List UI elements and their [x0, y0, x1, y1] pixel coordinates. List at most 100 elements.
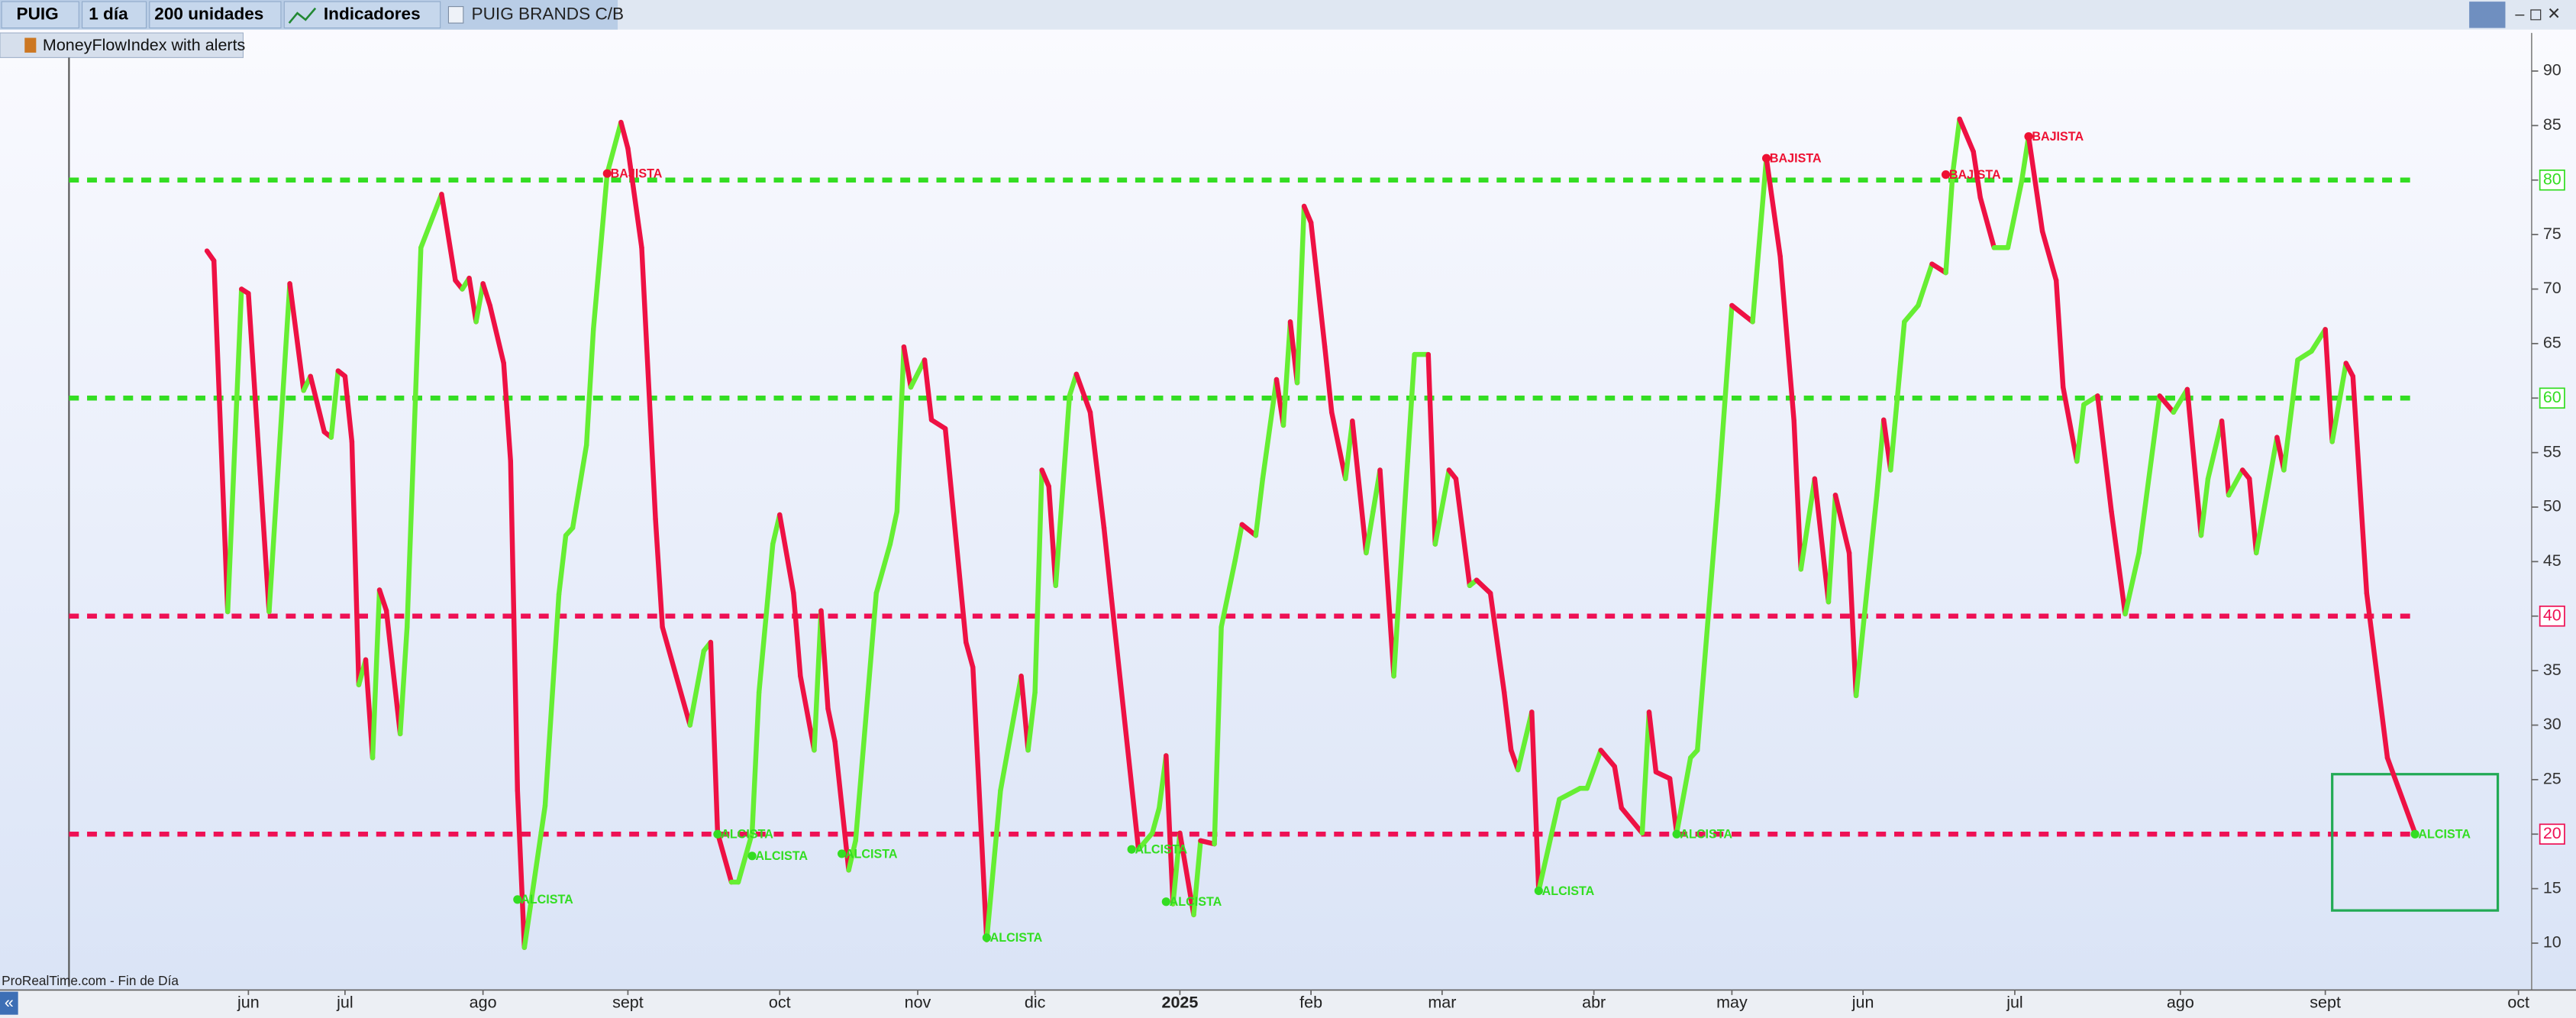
mfi-segment: [2226, 467, 2245, 498]
mfi-segment: [1612, 764, 1625, 811]
mfi-segment: [1232, 522, 1244, 564]
instrument: PUIG BRANDS C/B: [472, 4, 625, 23]
mfi-segment: [2384, 755, 2418, 836]
mfi-segment: [287, 281, 306, 393]
mfi-segment: [653, 516, 665, 630]
mfi-segment: [660, 624, 679, 679]
symbol-button[interactable]: [1, 1, 79, 29]
units-button[interactable]: [149, 1, 282, 29]
x-tick-label: dic: [1025, 993, 1046, 1011]
alert-dot: [602, 169, 612, 178]
mfi-segment: [1301, 203, 1314, 225]
indicator-label[interactable]: MoneyFlowIndex with alerts: [43, 36, 245, 54]
y-tick-label: 65: [2543, 334, 2561, 352]
mfi-segment: [1087, 409, 1107, 531]
sync-button[interactable]: [2469, 2, 2506, 28]
mfi-segment: [2171, 386, 2190, 415]
mfi-segment: [2205, 419, 2225, 482]
mfi-segment: [1329, 409, 1348, 482]
x-tick-label: jun: [237, 993, 260, 1011]
mfi-segment: [1825, 493, 1838, 605]
mfi-segment: [501, 360, 514, 464]
x-tick-label: oct: [769, 993, 791, 1011]
mfi-segment: [1694, 493, 1721, 753]
mfi-segment: [1619, 805, 1645, 836]
mfi-segment: [1219, 557, 1238, 630]
alert-dot: [1161, 897, 1170, 907]
mfi-segment: [756, 541, 776, 695]
mfi-segment: [2329, 360, 2348, 444]
y-tick-label: 80: [2543, 170, 2561, 188]
alert-label: ALCISTA: [1542, 884, 1595, 898]
mfi-segment: [1101, 525, 1114, 596]
mfi-segment: [246, 290, 272, 615]
y-tick-label: 40: [2543, 606, 2561, 624]
mfi-segment: [1025, 690, 1038, 753]
mfi-segment: [798, 674, 817, 753]
mfi-segment: [1039, 467, 1051, 490]
alert-label: BAJISTA: [1770, 152, 1822, 166]
x-tick-label: sept: [612, 993, 644, 1011]
mfi-segment: [2254, 435, 2280, 556]
alert-dot: [1762, 154, 1771, 163]
scroll-left-icon[interactable]: «: [5, 993, 14, 1011]
x-tick-label: mar: [1428, 993, 1456, 1011]
x-tick-label: abr: [1582, 993, 1606, 1011]
mfi-segment: [1902, 302, 1921, 325]
mfi-segment: [1474, 577, 1493, 596]
alert-dot: [1672, 829, 1681, 839]
units[interactable]: 200 unidades: [154, 4, 263, 23]
mfi-segment: [2109, 509, 2128, 617]
scroll-left-button[interactable]: [0, 991, 18, 1015]
mfi-segment: [570, 442, 589, 531]
mfi-segment: [1977, 195, 1997, 250]
mfi-segment: [1018, 674, 1031, 753]
mfi-segment: [1653, 769, 1673, 781]
mfi-segment: [397, 624, 410, 737]
y-tick-highlight: [2539, 169, 2565, 191]
indicators-icon: [288, 7, 317, 24]
symbol[interactable]: PUIG: [17, 4, 59, 23]
mfi-segment: [777, 512, 796, 596]
mfi-segment: [1191, 838, 1203, 918]
mfi-segment: [1108, 590, 1141, 852]
x-tick-label: jul: [2006, 993, 2023, 1011]
alert-dot: [837, 849, 847, 858]
mfi-segment: [480, 281, 492, 309]
alert-label: ALCISTA: [721, 828, 773, 842]
mfi-segment: [1150, 805, 1162, 836]
mfi-segment: [2122, 550, 2142, 617]
mfi-segment: [749, 690, 762, 836]
mfi-segment: [590, 170, 610, 332]
x-tick-label: 2025: [1161, 993, 1198, 1011]
x-tick-label: ago: [470, 993, 497, 1011]
y-tick-label: 90: [2543, 61, 2561, 79]
mfi-segment: [2074, 402, 2087, 464]
indicators[interactable]: Indicadores: [324, 4, 421, 23]
mfi-segment: [1350, 419, 1369, 556]
mfi-segment: [1853, 493, 1880, 699]
mfi-segment: [2219, 419, 2232, 498]
mfi-segment: [1308, 220, 1328, 350]
mfi-segment: [1322, 344, 1335, 415]
alert-dot: [982, 933, 991, 942]
mfi-segment: [928, 417, 948, 431]
indicator-label-box[interactable]: [0, 32, 244, 58]
alert-dot: [1127, 845, 1136, 854]
mfi-segment: [342, 373, 355, 444]
alert-label: ALCISTA: [845, 847, 898, 861]
period-button[interactable]: [82, 1, 147, 29]
x-tick-label: ago: [2167, 993, 2194, 1011]
y-tick-highlight: [2539, 387, 2565, 409]
mfi-segment: [515, 787, 528, 950]
mfi-segment: [556, 532, 569, 597]
info-icon[interactable]: [447, 6, 464, 24]
period[interactable]: 1 día: [89, 4, 128, 23]
window-controls[interactable]: – ◻ ✕: [2515, 5, 2561, 23]
mfi-segment: [1501, 690, 1514, 753]
x-tick-label: feb: [1299, 993, 1322, 1011]
alert-label: BAJISTA: [1949, 168, 2001, 182]
alert-label: ALCISTA: [2418, 828, 2471, 842]
x-tick-label: jul: [336, 993, 353, 1011]
mfi-segment: [1957, 116, 1976, 154]
